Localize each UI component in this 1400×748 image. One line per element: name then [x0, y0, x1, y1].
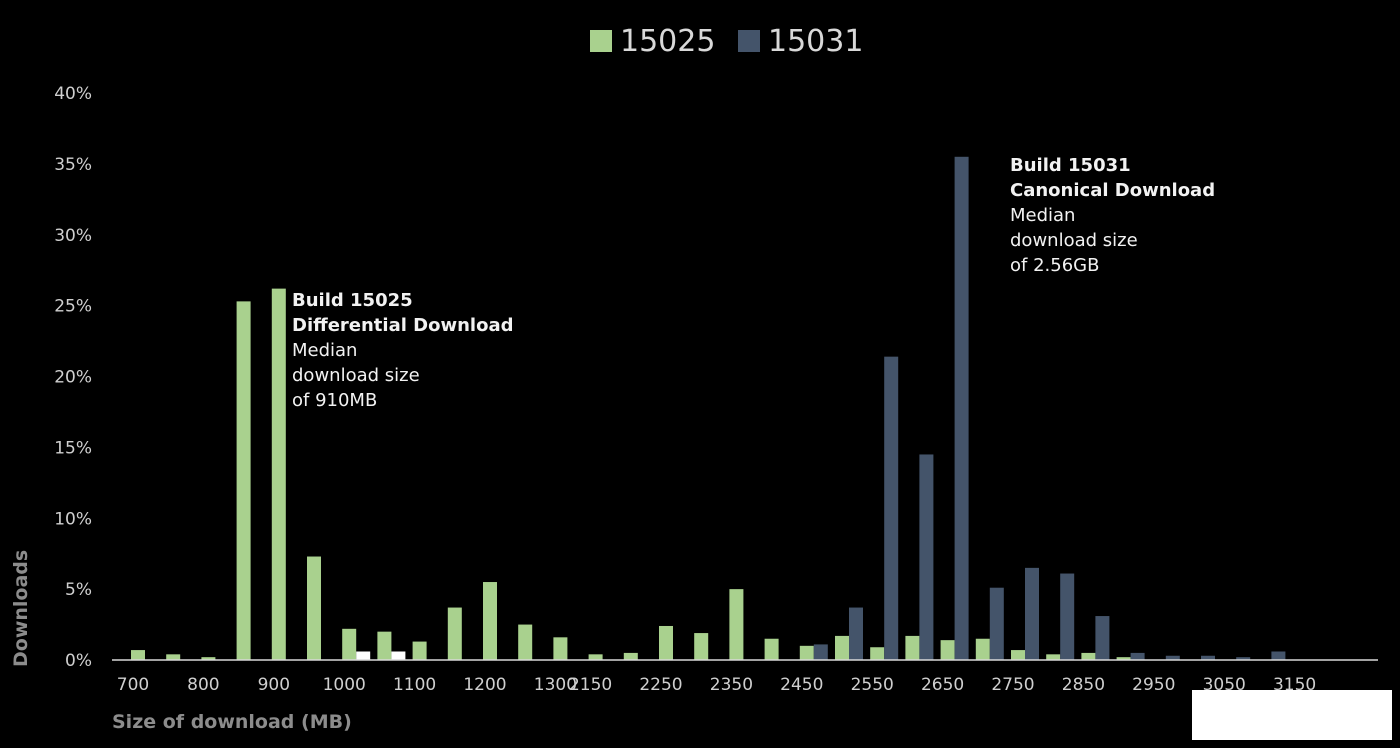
bar-15031-1000: [356, 651, 371, 660]
bar-15031-2500: [849, 607, 863, 660]
bar-15025-2600: [905, 635, 920, 660]
y-tick-label: 5%: [65, 580, 92, 600]
bar-15025-2450: [799, 645, 814, 660]
legend-label-15025: 15025: [620, 24, 715, 59]
blank-panel: [1192, 690, 1392, 740]
bar-15025-1050: [377, 631, 392, 660]
bar-15025-2150: [588, 654, 603, 660]
bar-15025-800: [201, 657, 216, 660]
bar-15031-2850: [1095, 616, 1110, 660]
y-tick-label: 35%: [54, 155, 92, 175]
bar-15031-2550: [884, 356, 899, 660]
bar-15025-2750: [1011, 650, 1025, 660]
y-tick-label: 20%: [54, 368, 92, 388]
bar-15025-2500: [835, 635, 849, 660]
annotation-line: download size: [292, 365, 420, 386]
bar-15025-950: [307, 556, 321, 660]
y-tick-label: 10%: [54, 509, 92, 529]
x-tick-label: 2550: [851, 675, 894, 695]
x-tick-label: 900: [258, 675, 290, 695]
bar-15031-2450: [813, 644, 828, 660]
legend: 15025 15031: [590, 24, 863, 59]
annotation-build-15031: Build 15031 Canonical Download Median downl…: [1010, 155, 1215, 276]
bar-15031-2600: [919, 454, 934, 660]
bar-15031-2650: [954, 156, 969, 660]
bar-15031-3000: [1201, 655, 1215, 660]
bar-15025-2250: [659, 625, 673, 660]
annotation-line: Differential Download: [292, 315, 513, 336]
x-tick-label: 700: [117, 675, 149, 695]
bar-15031-2750: [1025, 567, 1039, 660]
annotation-line: Canonical Download: [1010, 180, 1215, 201]
x-tick-label: 2850: [1062, 675, 1105, 695]
bar-15025-750: [166, 654, 181, 660]
y-tick-label: 25%: [54, 297, 92, 317]
bar-15025-2650: [940, 640, 955, 660]
bar-15025-2850: [1081, 652, 1096, 660]
bar-15031-3050: [1236, 657, 1251, 660]
annotation-build-15025: Build 15025 Differential Download Median do…: [292, 290, 513, 411]
bar-15025-850: [236, 301, 251, 660]
x-tick-label: 800: [187, 675, 219, 695]
y-axis-title: Downloads: [10, 550, 32, 667]
legend-label-15031: 15031: [768, 24, 863, 59]
y-tick-label: 30%: [54, 226, 92, 246]
x-tick-label: 1000: [323, 675, 366, 695]
y-tick-label: 40%: [54, 84, 92, 104]
bar-15025-700: [131, 650, 145, 660]
annotation-line: Median: [292, 340, 357, 361]
x-tick-label: 2150: [569, 675, 612, 695]
x-tick-label: 1100: [393, 675, 436, 695]
bar-15025-2900: [1116, 657, 1131, 660]
x-tick-label: 2350: [710, 675, 753, 695]
bar-15025-2800: [1046, 654, 1061, 660]
bar-15025-2200: [623, 652, 638, 660]
bar-15031-2900: [1130, 652, 1145, 660]
annotation-line: download size: [1010, 230, 1138, 251]
annotation-line: of 910MB: [292, 390, 377, 411]
legend-swatch-15031: [738, 30, 760, 52]
y-tick-label: 15%: [54, 438, 92, 458]
legend-swatch-15025: [590, 30, 612, 52]
bar-15025-2550: [870, 647, 885, 660]
y-tick-label: 0%: [65, 651, 92, 671]
x-tick-label: 2650: [921, 675, 964, 695]
bar-15031-1050: [391, 651, 406, 660]
bar-15025-2300: [694, 633, 709, 660]
bar-15025-2350: [729, 589, 744, 660]
bar-15031-2700: [989, 587, 1004, 660]
bar-15025-1000: [342, 628, 357, 660]
bars: [131, 156, 1286, 660]
bar-15031-3100: [1271, 651, 1286, 660]
bar-15031-2800: [1060, 573, 1075, 660]
x-tick-label: 1300: [534, 675, 577, 695]
bar-15025-1200: [483, 582, 497, 660]
annotation-line: of 2.56GB: [1010, 255, 1099, 276]
x-axis-title: Size of download (MB): [112, 711, 352, 733]
bar-15025-1250: [518, 624, 533, 660]
bar-15025-2400: [764, 638, 779, 660]
x-tick-label: 2250: [639, 675, 682, 695]
x-tick-label: 2950: [1132, 675, 1175, 695]
x-tick-label: 1200: [463, 675, 506, 695]
bar-15025-1100: [412, 641, 427, 660]
bar-15025-900: [271, 288, 286, 660]
annotation-line: Median: [1010, 205, 1075, 226]
bar-15025-1300: [553, 637, 568, 660]
bar-15025-1150: [447, 607, 462, 660]
bar-15025-2700: [975, 638, 990, 660]
x-tick-label: 2750: [991, 675, 1034, 695]
annotation-line: Build 15031: [1010, 155, 1131, 176]
y-axis-ticks: 0% 5% 10% 15% 20% 25% 30% 35% 40%: [54, 84, 92, 671]
bar-15031-2950: [1165, 655, 1180, 660]
annotation-line: Build 15025: [292, 290, 413, 311]
x-tick-label: 2450: [780, 675, 823, 695]
